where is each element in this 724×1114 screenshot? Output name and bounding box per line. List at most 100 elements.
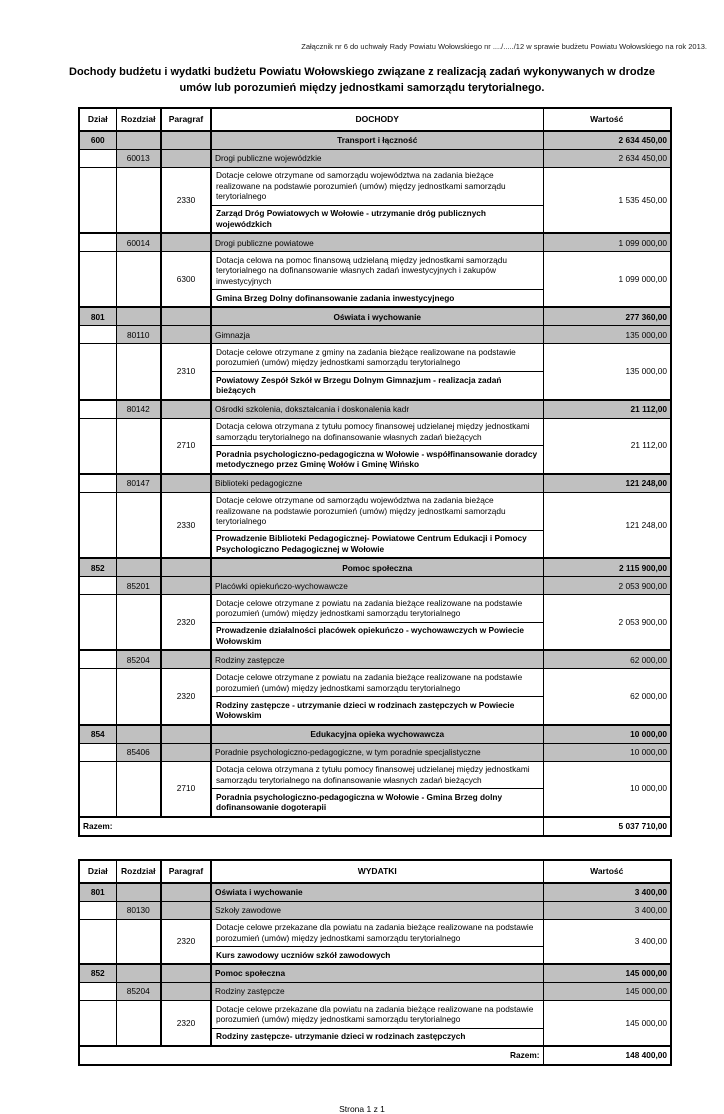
paragraph-detail-row: 2330 Dotacje celowe otrzymane od samorząd… [78,491,672,560]
cell-empty [160,882,212,902]
cell-value: 10 000,00 [542,742,672,762]
cell-paragraf: 2710 [160,417,212,475]
cell-empty [115,417,162,475]
cell-empty [115,343,162,401]
col-header-value: Wartość [542,859,672,884]
cell-empty [160,557,212,578]
chapter-row: 85201 Placówki opiekuńczo-wychowawcze 2 05… [78,576,672,596]
grant-description: Dotacja celowa otrzymana z tytułu pomocy… [212,419,542,447]
cell-paragraf: 2320 [160,594,212,652]
cell-chapter-label: Poradnie psychologiczno-pedagogiczne, w … [210,742,544,762]
cell-dzial: 600 [78,130,117,150]
cell-empty [78,918,117,966]
cell-paragraf: 2330 [160,166,212,235]
chapter-row: 80110 Gimnazja 135 000,00 [78,325,672,345]
grant-description: Dotacja celowa otrzymana z tytułu pomocy… [212,762,542,790]
cell-value: 62 000,00 [542,668,672,726]
cell-empty [115,882,162,902]
paragraph-detail-row: 2330 Dotacje celowe otrzymane od samorząd… [78,166,672,235]
cell-empty [115,918,162,966]
cell-empty [78,166,117,235]
paragraph-detail-row: 6300 Dotacja celowa na pomoc finansową ud… [78,251,672,309]
cell-value: 3 400,00 [542,900,672,920]
cell-empty [115,594,162,652]
cell-empty [78,982,117,1002]
cell-description: Dotacja celowa otrzymana z tytułu pomocy… [210,417,544,475]
header-row: Dział Rozdział Paragraf DOCHODY Wartość [78,107,672,132]
grant-target: Prowadzenie działalności placówek opieku… [216,625,524,646]
dochody-table: Dział Rozdział Paragraf DOCHODY Wartość 600 Tr… [78,106,672,837]
cell-empty [78,251,117,309]
cell-dzial: 852 [78,963,117,984]
cell-value: 2 053 900,00 [542,594,672,652]
cell-dzial: 801 [78,882,117,902]
cell-chapter-label: Szkoły zawodowe [210,900,544,920]
cell-paragraf: 2330 [160,491,212,560]
cell-value: 2 115 900,00 [542,557,672,578]
col-header-paragraf: Paragraf [160,107,212,132]
cell-empty [115,557,162,578]
cell-empty [115,130,162,150]
col-header-subject: DOCHODY [210,107,544,132]
cell-value: 10 000,00 [542,724,672,744]
grant-target: Rodziny zastępcze- utrzymanie dzieci w r… [216,1031,466,1042]
cell-rozdzial: 85406 [115,742,162,762]
cell-description: Dotacje celowe otrzymane od samorządu wo… [210,491,544,560]
dochody-body: Dział Rozdział Paragraf DOCHODY Wartość 600 Tr… [78,107,672,837]
cell-description: Dotacje celowe otrzymane z powiatu na za… [210,668,544,726]
cell-empty [78,399,117,419]
cell-empty [115,963,162,984]
cell-empty [78,1000,117,1047]
cell-empty [160,325,212,345]
section-row: 852 Pomoc społeczna 145 000,00 [78,963,672,984]
cell-empty [78,649,117,670]
cell-empty [160,963,212,984]
cell-empty [160,232,212,253]
cell-section-label: Oświata i wychowanie [210,882,544,902]
paragraph-detail-row: 2320 Dotacje celowe otrzymane z powiatu n… [78,668,672,726]
page-title: Dochody budżetu i wydatki budżetu Powiat… [69,66,655,94]
cell-empty [160,649,212,670]
col-header-paragraf: Paragraf [160,859,212,884]
cell-empty [78,668,117,726]
grant-description: Dotacja celowa na pomoc finansową udziel… [212,253,542,291]
cell-empty [160,982,212,1002]
grant-target: Powiatowy Zespół Szkół w Brzegu Dolnym G… [216,374,502,396]
tables-container: Dział Rozdział Paragraf DOCHODY Wartość 600 Tr… [0,106,724,1066]
header-row: Dział Rozdział Paragraf WYDATKI Wartość [78,859,672,884]
cell-value: 2 634 450,00 [542,148,672,168]
total-value: 148 400,00 [542,1045,672,1066]
cell-value: 1 099 000,00 [542,232,672,253]
cell-rozdzial: 80130 [115,900,162,920]
cell-chapter-label: Drogi publiczne powiatowe [210,232,544,253]
cell-section-label: Edukacyjna opieka wychowawcza [210,724,544,744]
cell-empty [160,724,212,744]
total-row: Razem: 5 037 710,00 [78,816,672,837]
cell-empty [78,473,117,493]
cell-value: 3 400,00 [542,882,672,902]
grant-description: Dotacje celowe otrzymane z gminy na zada… [212,345,542,372]
chapter-row: 80147 Biblioteki pedagogiczne 121 248,00 [78,473,672,493]
chapter-row: 85204 Rodziny zastępcze 145 000,00 [78,982,672,1002]
cell-description: Dotacja celowa na pomoc finansową udziel… [210,251,544,309]
section-row: 801 Oświata i wychowanie 277 360,00 [78,306,672,327]
chapter-row: 80130 Szkoły zawodowe 3 400,00 [78,900,672,920]
cell-empty [78,900,117,920]
cell-value: 121 248,00 [542,491,672,560]
cell-value: 277 360,00 [542,306,672,327]
cell-chapter-label: Gimnazja [210,325,544,345]
cell-value: 2 053 900,00 [542,576,672,596]
cell-description: Dotacje celowe przekazane dla powiatu na… [210,918,544,966]
cell-value: 21 112,00 [542,399,672,419]
chapter-row: 85406 Poradnie psychologiczno-pedagogiczn… [78,742,672,762]
grant-target: Kurs zawodowy uczniów szkół zawodowych [216,949,391,960]
cell-value: 62 000,00 [542,649,672,670]
wydatki-table: Dział Rozdział Paragraf WYDATKI Wartość 801 Oś… [78,858,672,1066]
paragraph-detail-row: 2320 Dotacje celowe przekazane dla powiat… [78,1000,672,1047]
grant-description: Dotacje celowe otrzymane od samorządu wo… [212,493,542,531]
chapter-row: 60014 Drogi publiczne powiatowe 1 099 000,… [78,232,672,253]
grant-target: Poradnia psychologiczno-pedagogiczna w W… [216,791,503,813]
cell-empty [160,473,212,493]
cell-dzial: 801 [78,306,117,327]
cell-section-label: Pomoc społeczna [210,557,544,578]
